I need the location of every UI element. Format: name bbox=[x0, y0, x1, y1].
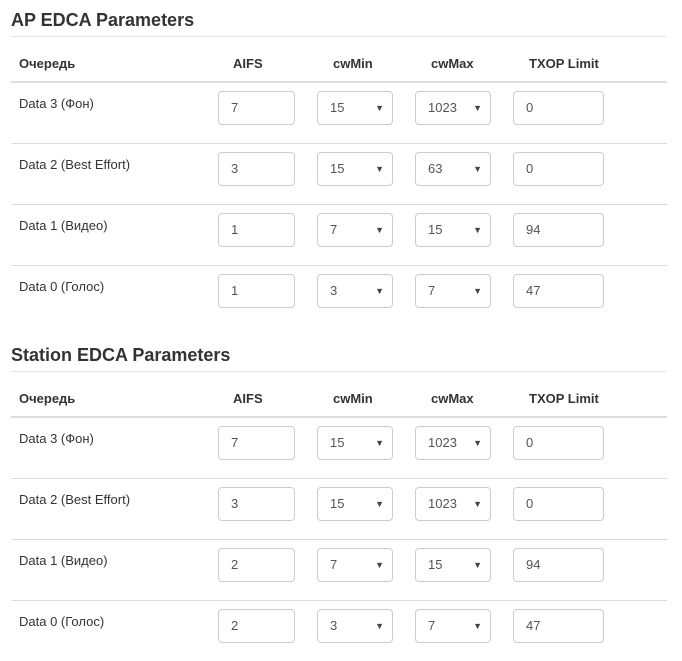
caret-down-icon: ▼ bbox=[473, 499, 482, 509]
caret-down-icon: ▼ bbox=[473, 438, 482, 448]
header-aifs: AIFS bbox=[233, 391, 263, 406]
queue-label: Data 3 (Фон) bbox=[19, 431, 94, 446]
cwmin-value: 7 bbox=[330, 557, 338, 572]
caret-down-icon: ▼ bbox=[375, 164, 384, 174]
txop-input[interactable]: 0 bbox=[513, 152, 604, 186]
cwmax-select[interactable]: 15 ▼ bbox=[415, 213, 491, 247]
cwmax-value: 1023 bbox=[428, 435, 457, 450]
cwmax-value: 7 bbox=[428, 283, 436, 298]
caret-down-icon: ▼ bbox=[375, 103, 384, 113]
divider bbox=[11, 371, 667, 372]
table-row: Data 0 (Голос) 2 3 ▼ 7 ▼ 47 bbox=[11, 601, 667, 661]
cwmin-value: 15 bbox=[330, 161, 345, 176]
cwmin-select[interactable]: 7 ▼ bbox=[317, 548, 393, 582]
aifs-input[interactable]: 7 bbox=[218, 426, 295, 460]
cwmin-select[interactable]: 15 ▼ bbox=[317, 152, 393, 186]
caret-down-icon: ▼ bbox=[473, 560, 482, 570]
header-aifs: AIFS bbox=[233, 56, 263, 71]
header-txop: TXOP Limit bbox=[529, 56, 599, 71]
txop-input[interactable]: 0 bbox=[513, 426, 604, 460]
cwmax-select[interactable]: 7 ▼ bbox=[415, 609, 491, 643]
cwmax-value: 1023 bbox=[428, 496, 457, 511]
queue-label: Data 2 (Best Effort) bbox=[19, 157, 131, 172]
cwmax-select[interactable]: 63 ▼ bbox=[415, 152, 491, 186]
cwmax-value: 63 bbox=[428, 161, 443, 176]
cwmin-select[interactable]: 15 ▼ bbox=[317, 91, 393, 125]
queue-label: Data 0 (Голос) bbox=[19, 279, 105, 294]
table-header: Очередь AIFS cwMin cwMax TXOP Limit bbox=[11, 372, 667, 418]
caret-down-icon: ▼ bbox=[473, 286, 482, 296]
txop-input[interactable]: 47 bbox=[513, 609, 604, 643]
cwmin-value: 15 bbox=[330, 435, 345, 450]
cwmax-value: 1023 bbox=[428, 100, 457, 115]
cwmax-select[interactable]: 1023 ▼ bbox=[415, 91, 491, 125]
caret-down-icon: ▼ bbox=[473, 103, 482, 113]
table-row: Data 2 (Best Effort) 3 15 ▼ 63 ▼ 0 bbox=[11, 144, 667, 205]
header-cwmin: cwMin bbox=[333, 56, 373, 71]
cwmax-select[interactable]: 1023 ▼ bbox=[415, 487, 491, 521]
table-row: Data 3 (Фон) 7 15 ▼ 1023 ▼ 0 bbox=[11, 83, 667, 144]
table-header: Очередь AIFS cwMin cwMax TXOP Limit bbox=[11, 37, 667, 83]
txop-input[interactable]: 0 bbox=[513, 91, 604, 125]
cwmin-select[interactable]: 3 ▼ bbox=[317, 274, 393, 308]
queue-label: Data 2 (Best Effort) bbox=[19, 492, 131, 507]
caret-down-icon: ▼ bbox=[375, 286, 384, 296]
aifs-input[interactable]: 7 bbox=[218, 91, 295, 125]
cwmax-value: 15 bbox=[428, 557, 443, 572]
caret-down-icon: ▼ bbox=[375, 621, 384, 631]
station-edca-section: Station EDCA Parameters Очередь AIFS cwM… bbox=[11, 343, 667, 661]
table-row: Data 1 (Видео) 1 7 ▼ 15 ▼ 94 bbox=[11, 205, 667, 266]
table-row: Data 1 (Видео) 2 7 ▼ 15 ▼ 94 bbox=[11, 540, 667, 601]
caret-down-icon: ▼ bbox=[473, 225, 482, 235]
aifs-input[interactable]: 2 bbox=[218, 609, 295, 643]
cwmin-select[interactable]: 15 ▼ bbox=[317, 426, 393, 460]
header-cwmax: cwMax bbox=[431, 56, 474, 71]
cwmax-select[interactable]: 1023 ▼ bbox=[415, 426, 491, 460]
caret-down-icon: ▼ bbox=[473, 164, 482, 174]
section-title: AP EDCA Parameters bbox=[11, 10, 195, 30]
aifs-input[interactable]: 1 bbox=[218, 213, 295, 247]
cwmin-value: 15 bbox=[330, 496, 345, 511]
cwmin-select[interactable]: 15 ▼ bbox=[317, 487, 393, 521]
header-txop: TXOP Limit bbox=[529, 391, 599, 406]
cwmin-value: 7 bbox=[330, 222, 338, 237]
txop-input[interactable]: 0 bbox=[513, 487, 604, 521]
cwmin-value: 3 bbox=[330, 618, 338, 633]
cwmax-value: 15 bbox=[428, 222, 443, 237]
cwmax-select[interactable]: 7 ▼ bbox=[415, 274, 491, 308]
section-title: Station EDCA Parameters bbox=[11, 345, 231, 365]
table-row: Data 2 (Best Effort) 3 15 ▼ 1023 ▼ 0 bbox=[11, 479, 667, 540]
caret-down-icon: ▼ bbox=[375, 438, 384, 448]
cwmin-value: 15 bbox=[330, 100, 345, 115]
txop-input[interactable]: 47 bbox=[513, 274, 604, 308]
caret-down-icon: ▼ bbox=[375, 225, 384, 235]
aifs-input[interactable]: 1 bbox=[218, 274, 295, 308]
queue-label: Data 1 (Видео) bbox=[19, 553, 108, 568]
cwmax-value: 7 bbox=[428, 618, 436, 633]
cwmin-select[interactable]: 3 ▼ bbox=[317, 609, 393, 643]
header-queue: Очередь bbox=[19, 56, 76, 71]
queue-label: Data 1 (Видео) bbox=[19, 218, 108, 233]
queue-label: Data 0 (Голос) bbox=[19, 614, 105, 629]
txop-input[interactable]: 94 bbox=[513, 213, 604, 247]
aifs-input[interactable]: 3 bbox=[218, 152, 295, 186]
ap-edca-section: AP EDCA Parameters Очередь AIFS cwMin cw… bbox=[11, 8, 667, 326]
header-cwmax: cwMax bbox=[431, 391, 474, 406]
cwmin-value: 3 bbox=[330, 283, 338, 298]
caret-down-icon: ▼ bbox=[375, 560, 384, 570]
aifs-input[interactable]: 2 bbox=[218, 548, 295, 582]
header-cwmin: cwMin bbox=[333, 391, 373, 406]
table-row: Data 0 (Голос) 1 3 ▼ 7 ▼ 47 bbox=[11, 266, 667, 326]
queue-label: Data 3 (Фон) bbox=[19, 96, 94, 111]
txop-input[interactable]: 94 bbox=[513, 548, 604, 582]
caret-down-icon: ▼ bbox=[473, 621, 482, 631]
header-queue: Очередь bbox=[19, 391, 76, 406]
divider bbox=[11, 36, 667, 37]
caret-down-icon: ▼ bbox=[375, 499, 384, 509]
cwmin-select[interactable]: 7 ▼ bbox=[317, 213, 393, 247]
cwmax-select[interactable]: 15 ▼ bbox=[415, 548, 491, 582]
table-row: Data 3 (Фон) 7 15 ▼ 1023 ▼ 0 bbox=[11, 418, 667, 479]
aifs-input[interactable]: 3 bbox=[218, 487, 295, 521]
